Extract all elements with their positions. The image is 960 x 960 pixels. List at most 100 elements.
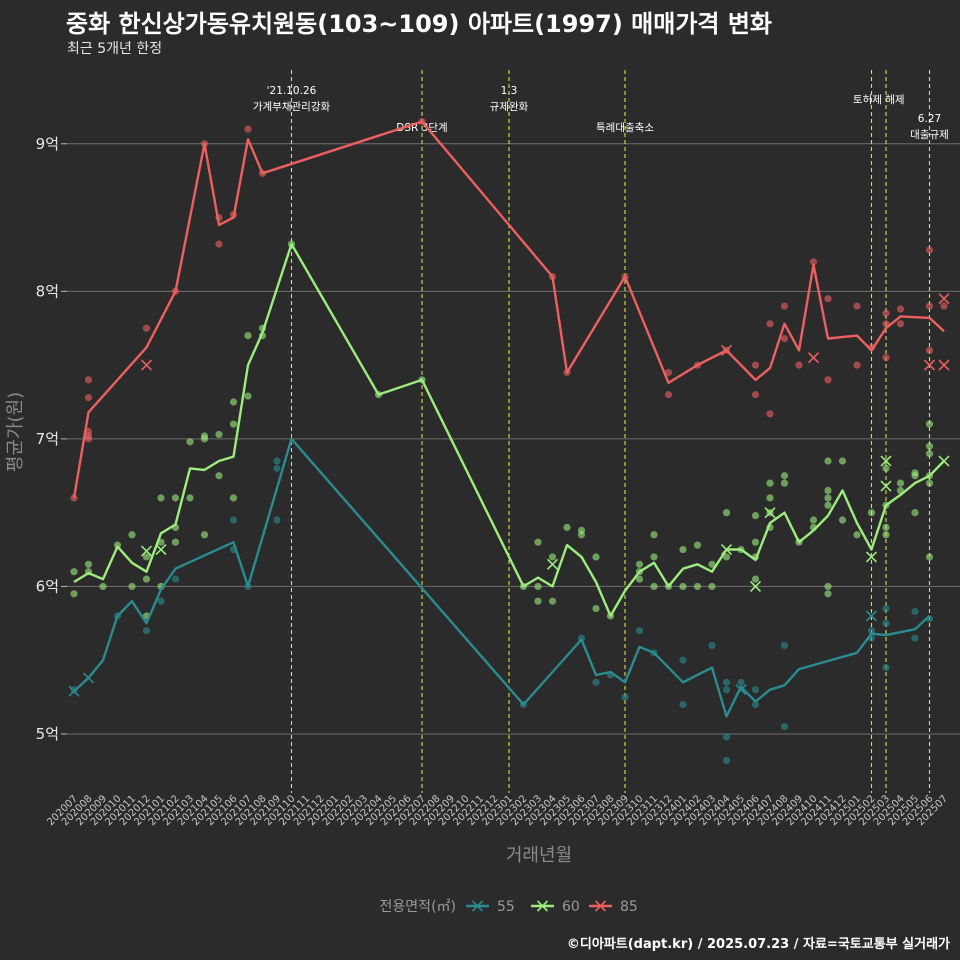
scatter-point-60 — [853, 531, 861, 539]
scatter-point-55 — [722, 686, 731, 694]
scatter-point-60 — [128, 582, 136, 591]
series-marker-60-stroke — [938, 455, 950, 467]
event-annotation: 가계부채관리강화 — [253, 101, 331, 113]
scatter-point-60 — [142, 553, 151, 561]
legend-title: 전용면적(㎡) — [380, 899, 456, 915]
scatter-point-60 — [563, 523, 571, 532]
series-marker-60-stroke — [865, 551, 878, 563]
scatter-point-60 — [548, 597, 557, 605]
scatter-point-60 — [882, 531, 890, 539]
event-annotation: 6.27 — [918, 113, 941, 125]
scatter-point-55 — [273, 457, 281, 465]
legend-label-55: 55 — [497, 899, 515, 915]
scatter-point-60 — [925, 450, 934, 458]
scatter-point-60 — [229, 398, 238, 406]
scatter-point-60 — [896, 479, 905, 487]
series-marker-85 — [938, 359, 950, 371]
scatter-point-60 — [229, 420, 238, 428]
scatter-point-60 — [925, 479, 934, 487]
legend-marker-85-stroke — [594, 900, 607, 912]
y-tick-label: 6억 — [36, 577, 59, 595]
scatter-point-55 — [867, 627, 876, 635]
series-marker-60 — [764, 507, 776, 519]
scatter-point-55 — [911, 634, 919, 642]
y-tick-label: 5억 — [36, 725, 59, 743]
scatter-point-55 — [273, 516, 281, 524]
scatter-point-55 — [722, 678, 731, 686]
scatter-point-55 — [722, 756, 731, 765]
scatter-point-60 — [809, 516, 818, 524]
scatter-point-85 — [925, 346, 934, 354]
scatter-point-60 — [635, 575, 644, 583]
scatter-point-85 — [824, 295, 832, 303]
series-marker-85-stroke — [923, 359, 936, 371]
scatter-point-85 — [896, 320, 905, 328]
scatter-point-85 — [853, 361, 861, 369]
scatter-point-55 — [780, 641, 789, 650]
scatter-point-55 — [592, 678, 600, 686]
scatter-point-60 — [534, 582, 542, 591]
scatter-point-60 — [824, 486, 832, 495]
scatter-point-60 — [751, 575, 760, 583]
scatter-point-60 — [838, 516, 847, 524]
event-annotation: 1.3 — [501, 85, 518, 97]
scatter-point-85 — [215, 240, 223, 248]
scatter-point-55 — [882, 619, 890, 627]
scatter-point-85 — [940, 302, 948, 310]
scatter-point-55 — [679, 656, 687, 664]
scatter-point-60 — [215, 430, 223, 439]
scatter-point-55 — [780, 723, 789, 731]
scatter-point-60 — [534, 538, 542, 546]
x-axis-label: 거래년월 — [506, 845, 572, 866]
scatter-point-60 — [157, 494, 165, 502]
scatter-point-60 — [592, 553, 600, 561]
scatter-point-55 — [273, 464, 281, 472]
source-caption: ©디아파트(dapt.kr) / 2025.07.23 / 자료=국토교통부 실… — [566, 937, 950, 952]
scatter-point-60 — [548, 553, 557, 561]
scatter-point-60 — [925, 442, 934, 450]
series-marker-85-stroke — [807, 352, 820, 364]
scatter-point-85 — [84, 376, 93, 384]
series-marker-60 — [140, 545, 153, 557]
chart-title: 중화 한신상가동유치원동(103~109) 아파트(1997) 매매가격 변화 — [66, 10, 772, 38]
series-marker-55-stroke — [82, 672, 95, 684]
scatter-point-60 — [824, 457, 832, 465]
scatter-point-55 — [751, 700, 760, 709]
legend-marker-60-stroke — [536, 900, 549, 912]
scatter-point-60 — [84, 560, 93, 568]
legend-marker-55 — [471, 900, 484, 912]
series-marker-60 — [865, 551, 878, 563]
scatter-point-60 — [244, 331, 252, 340]
scatter-point-60 — [577, 526, 586, 534]
scatter-point-60 — [882, 464, 890, 472]
scatter-point-85 — [795, 361, 803, 369]
scatter-point-85 — [925, 246, 934, 254]
scatter-point-85 — [780, 334, 789, 343]
series-marker-60-stroke — [546, 558, 559, 570]
scatter-point-60 — [911, 509, 919, 517]
series-marker-55 — [68, 685, 80, 697]
y-axis-label: 평균가(원) — [5, 392, 26, 472]
scatter-point-55 — [708, 641, 716, 650]
scatter-point-85 — [824, 376, 832, 384]
scatter-point-85 — [664, 368, 673, 377]
legend-label-60: 60 — [562, 899, 580, 915]
series-marker-85 — [923, 359, 936, 371]
event-annotation: 대출규제 — [910, 129, 949, 141]
scatter-point-85 — [925, 302, 934, 310]
scatter-point-60 — [244, 392, 252, 400]
event-annotation: 토허제 해제 — [853, 93, 905, 106]
series-marker-60-stroke — [140, 545, 153, 557]
series-marker-60-stroke — [155, 543, 167, 556]
legend-marker-60 — [536, 900, 549, 912]
scatter-point-60 — [780, 479, 789, 487]
series-marker-60 — [720, 543, 733, 556]
chart-subtitle: 최근 5개년 한정 — [67, 41, 163, 57]
series-marker-60-stroke — [749, 580, 762, 592]
scatter-point-85 — [664, 391, 673, 399]
scatter-point-60 — [722, 509, 731, 517]
scatter-point-60 — [679, 545, 687, 554]
scatter-point-60 — [911, 469, 919, 477]
scatter-point-85 — [896, 305, 905, 313]
scatter-point-60 — [780, 472, 789, 480]
